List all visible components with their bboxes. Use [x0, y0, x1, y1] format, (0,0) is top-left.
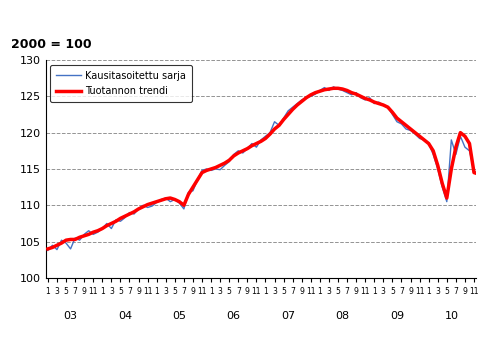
- Line: Tuotannon trendi: Tuotannon trendi: [48, 88, 494, 249]
- Text: 03: 03: [64, 311, 78, 321]
- Kausitasoitettu sarja: [330, 85, 336, 89]
- Tuotannon trendi: [358, 94, 364, 98]
- Text: 2000 = 100: 2000 = 100: [11, 38, 92, 51]
- Kausitasoitettu sarja: [358, 96, 364, 100]
- Tuotannon trendi: [45, 247, 51, 251]
- Kausitasoitettu sarja: [45, 248, 51, 252]
- Kausitasoitettu sarja: [462, 145, 468, 149]
- Legend: Kausitasoitettu sarja, Tuotannon trendi: Kausitasoitettu sarja, Tuotannon trendi: [50, 65, 192, 102]
- Tuotannon trendi: [462, 134, 468, 138]
- Text: 06: 06: [227, 311, 241, 321]
- Tuotannon trendi: [376, 102, 382, 106]
- Tuotannon trendi: [322, 88, 328, 92]
- Kausitasoitettu sarja: [376, 100, 382, 104]
- Text: 05: 05: [172, 311, 186, 321]
- Text: 08: 08: [335, 311, 350, 321]
- Text: 10: 10: [444, 311, 458, 321]
- Kausitasoitettu sarja: [326, 88, 332, 93]
- Text: 09: 09: [390, 311, 404, 321]
- Tuotannon trendi: [58, 241, 64, 245]
- Line: Kausitasoitettu sarja: Kausitasoitettu sarja: [48, 87, 494, 250]
- Text: 07: 07: [281, 311, 295, 321]
- Text: 04: 04: [118, 311, 132, 321]
- Kausitasoitettu sarja: [322, 85, 328, 90]
- Tuotannon trendi: [330, 86, 336, 90]
- Kausitasoitettu sarja: [58, 238, 64, 242]
- Tuotannon trendi: [326, 87, 332, 91]
